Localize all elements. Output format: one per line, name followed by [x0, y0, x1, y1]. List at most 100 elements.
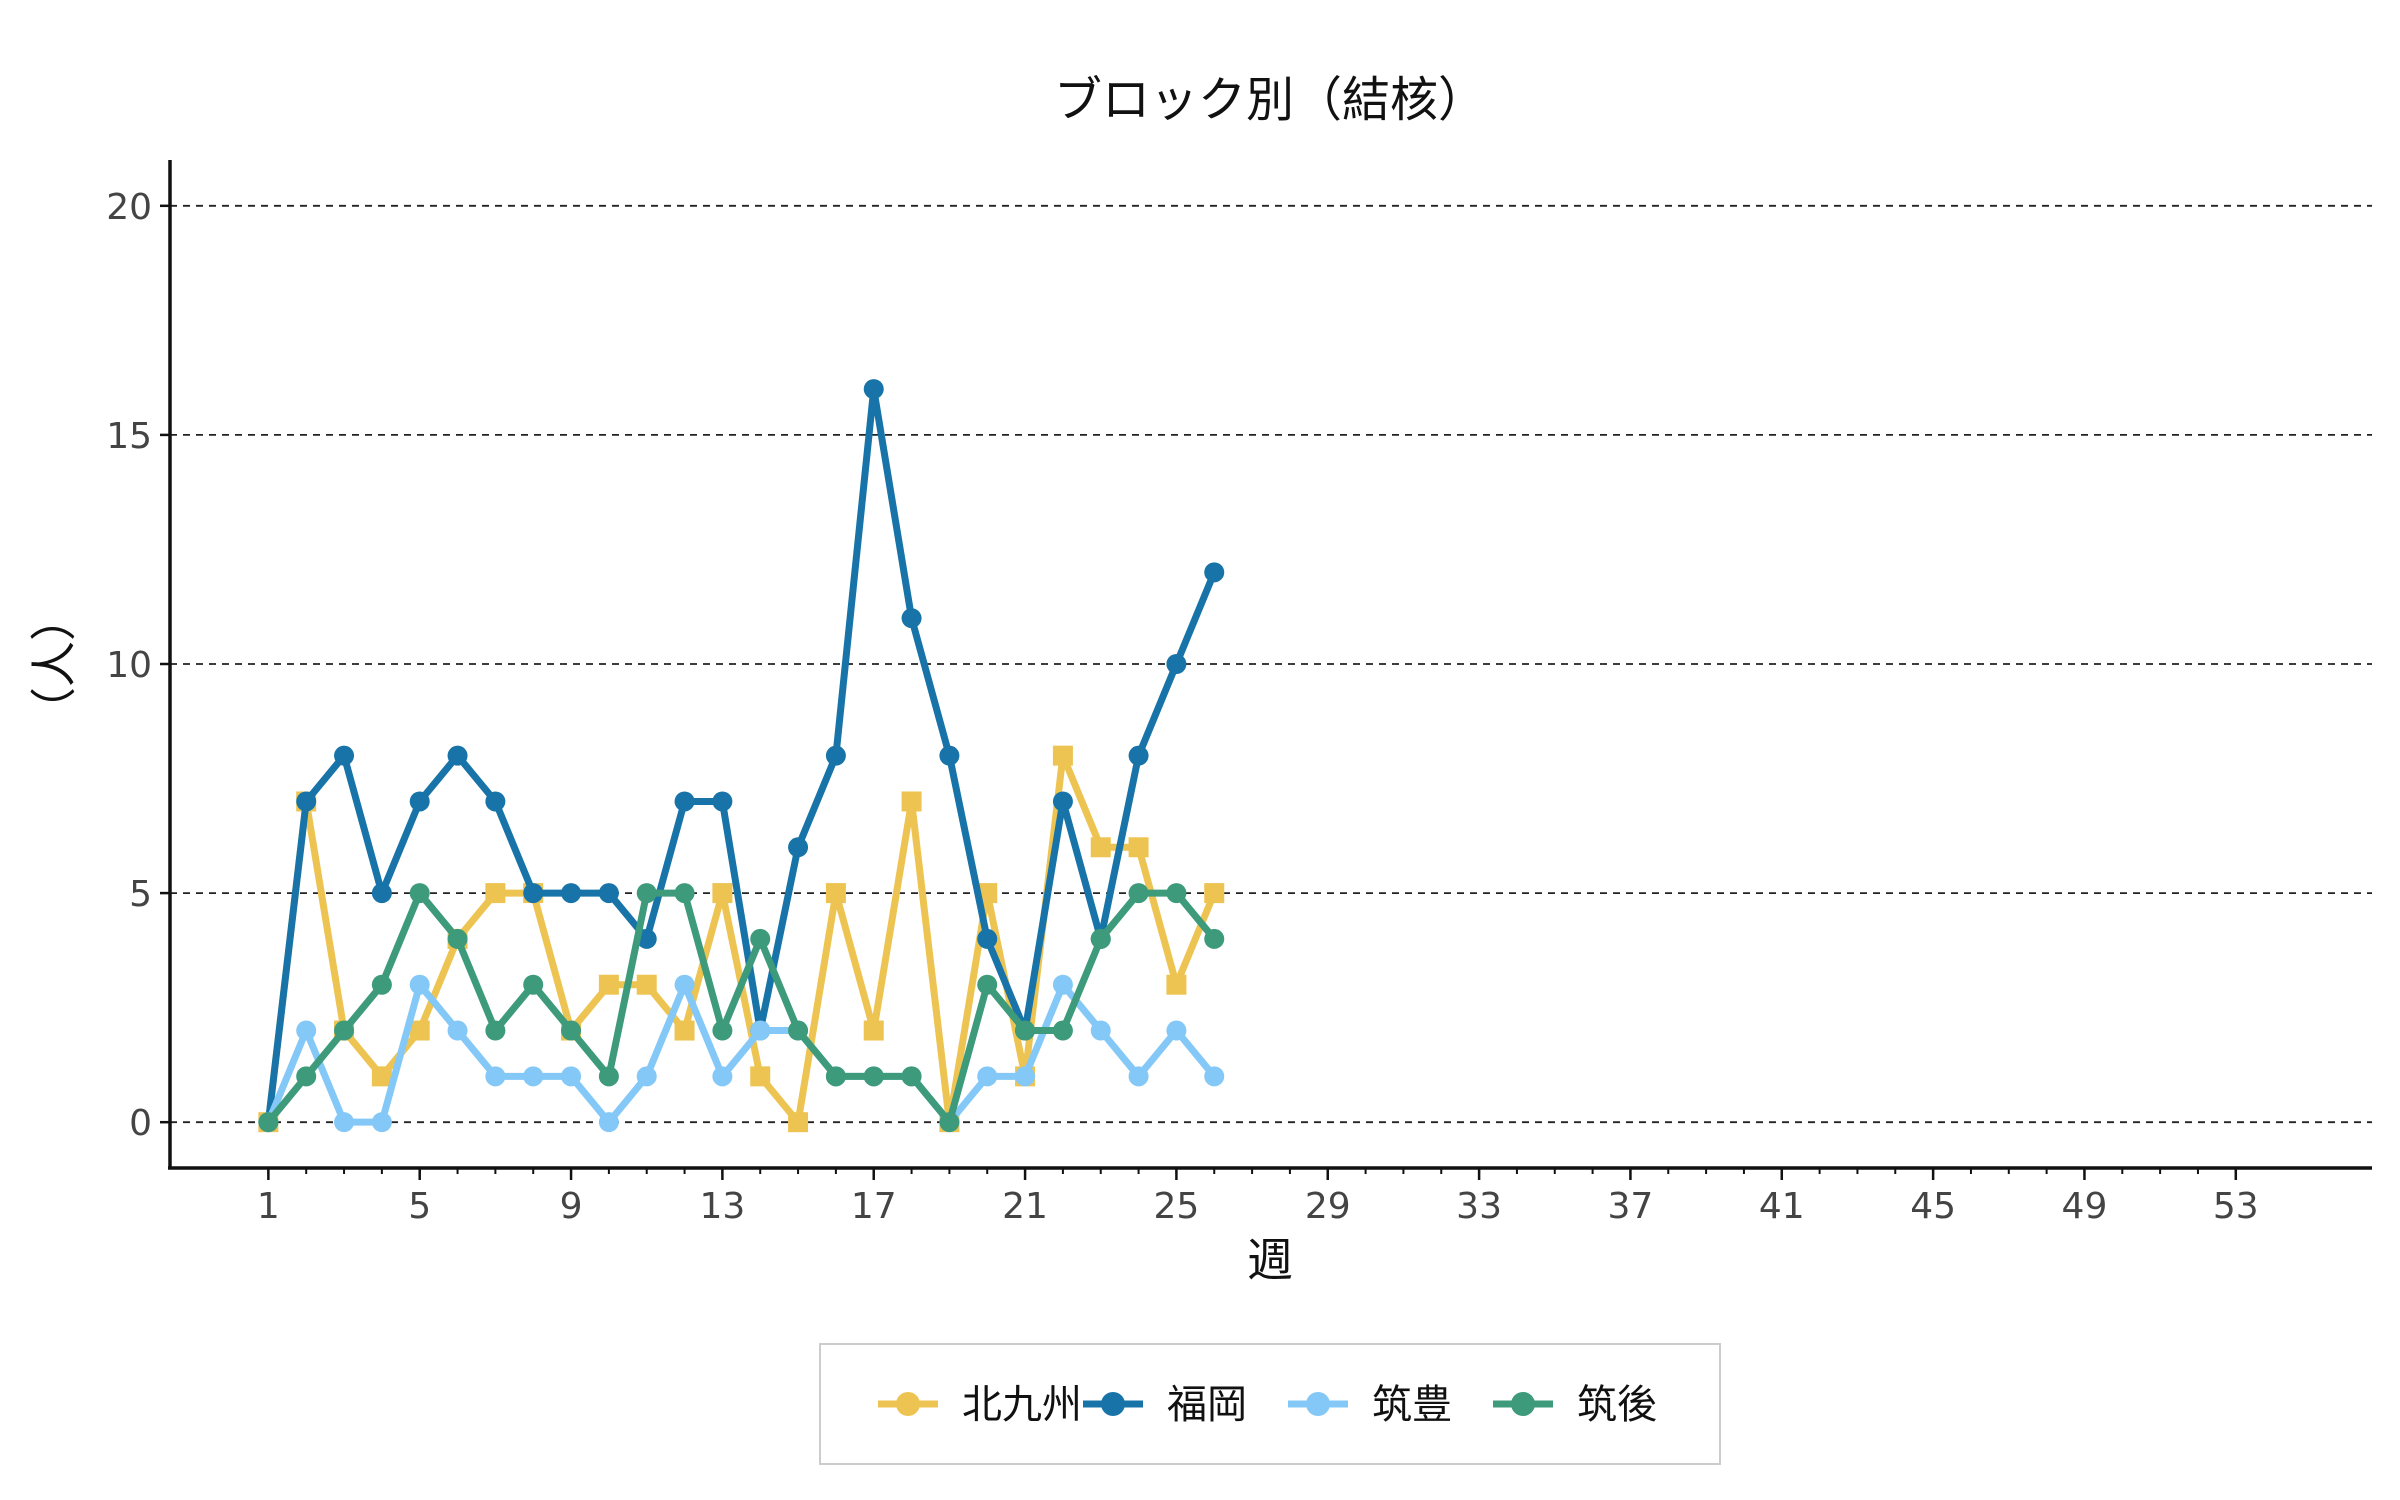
x-tick-label: 29 — [1305, 1186, 1351, 1227]
data-point — [485, 883, 506, 904]
data-point — [1128, 1066, 1149, 1087]
legend-label: 北九州 — [962, 1382, 1082, 1428]
data-point — [598, 1112, 619, 1133]
data-point — [334, 1020, 355, 1041]
data-point — [977, 1066, 998, 1087]
data-point — [901, 608, 922, 629]
data-point — [561, 883, 582, 904]
data-point — [901, 1066, 922, 1087]
data-point — [825, 1066, 846, 1087]
data-point — [863, 1066, 884, 1087]
data-point — [561, 1066, 582, 1087]
data-point — [674, 791, 695, 812]
data-point — [636, 883, 657, 904]
x-tick-label: 13 — [699, 1186, 745, 1227]
data-point — [1052, 745, 1073, 766]
data-point — [1090, 1020, 1111, 1041]
data-point — [598, 974, 619, 995]
data-point — [901, 791, 922, 812]
legend-swatch-marker — [1306, 1392, 1330, 1416]
x-tick-label: 21 — [1002, 1186, 1048, 1227]
data-point — [788, 837, 809, 858]
legend-item: 筑後 — [1493, 1382, 1657, 1428]
x-tick-label: 41 — [1759, 1186, 1805, 1227]
data-point — [674, 1020, 695, 1041]
data-point — [485, 791, 506, 812]
data-point — [1090, 928, 1111, 949]
legend-label: 福岡 — [1167, 1382, 1247, 1428]
data-point — [750, 1020, 771, 1041]
data-point — [296, 791, 317, 812]
data-point — [371, 1112, 392, 1133]
data-point — [863, 379, 884, 400]
y-axis-title: （人） — [27, 595, 81, 733]
data-point — [447, 928, 468, 949]
data-point — [1128, 745, 1149, 766]
data-point — [712, 883, 733, 904]
data-point — [371, 974, 392, 995]
data-point — [1166, 974, 1187, 995]
data-point — [1166, 654, 1187, 674]
data-point — [371, 1066, 392, 1087]
data-point — [750, 928, 771, 949]
data-point — [561, 1020, 582, 1041]
data-point — [409, 1020, 430, 1041]
legend-box — [819, 1343, 1721, 1465]
legend-label: 筑豊 — [1372, 1382, 1452, 1428]
series — [258, 379, 1225, 1133]
data-point — [485, 1066, 506, 1087]
data-point — [1166, 1020, 1187, 1041]
data-point — [674, 974, 695, 995]
data-point — [598, 1066, 619, 1087]
legend-item: 福岡 — [1083, 1382, 1247, 1428]
data-point — [1204, 883, 1225, 904]
y-tick-label: 5 — [129, 874, 152, 915]
x-tick-label: 5 — [408, 1186, 431, 1227]
x-tick-label: 9 — [560, 1186, 583, 1227]
data-point — [258, 1112, 279, 1133]
data-point — [712, 791, 733, 812]
legend: 北九州 福岡 筑豊 筑後 — [819, 1343, 1721, 1465]
y-ticks: 0 5 10 15 20 — [106, 187, 170, 1144]
data-point — [1204, 1066, 1225, 1087]
data-point — [1052, 1020, 1073, 1041]
data-point — [1128, 883, 1149, 904]
data-point — [1015, 1020, 1036, 1041]
data-point — [674, 883, 695, 904]
x-tick-label: 17 — [851, 1186, 897, 1227]
data-point — [712, 1020, 733, 1041]
data-point — [334, 1112, 355, 1133]
data-point — [712, 1066, 733, 1087]
data-point — [1128, 837, 1149, 858]
x-tick-label: 49 — [2062, 1186, 2108, 1227]
data-point — [523, 974, 544, 995]
data-point — [523, 1066, 544, 1087]
data-point — [1166, 883, 1187, 904]
data-point — [296, 1020, 317, 1041]
legend-label: 筑後 — [1577, 1382, 1657, 1428]
data-point — [977, 928, 998, 949]
data-point — [447, 745, 468, 766]
grid-lines — [170, 204, 2372, 1124]
legend-swatch-marker — [896, 1392, 920, 1416]
data-point — [523, 883, 544, 904]
x-tick-label: 25 — [1154, 1186, 1200, 1227]
data-point — [1052, 791, 1073, 812]
data-point — [409, 974, 430, 995]
data-point — [1204, 562, 1225, 583]
data-point — [1052, 974, 1073, 995]
x-tick-label: 53 — [2213, 1186, 2259, 1227]
x-tick-label: 45 — [1910, 1186, 1956, 1227]
y-tick-label: 0 — [129, 1103, 152, 1144]
data-point — [939, 745, 960, 766]
legend-item: 北九州 — [878, 1382, 1082, 1428]
y-tick-label: 10 — [106, 645, 152, 686]
data-point — [296, 1066, 317, 1087]
data-point — [636, 974, 657, 995]
data-point — [1204, 928, 1225, 949]
series-line — [264, 752, 1218, 1126]
legend-swatch-marker — [1101, 1392, 1125, 1416]
data-point — [485, 1020, 506, 1041]
data-point — [939, 1112, 960, 1133]
data-point — [1015, 1066, 1036, 1087]
